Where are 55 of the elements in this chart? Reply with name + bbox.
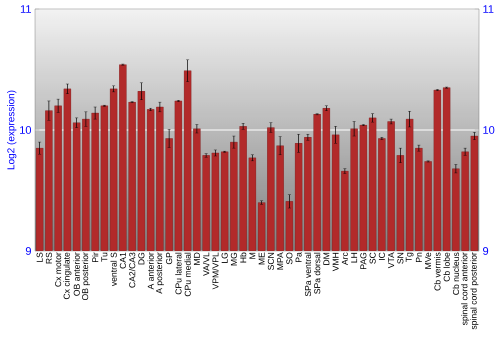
x-tick-label: MPA — [277, 252, 284, 270]
x-tick-label: LH — [351, 252, 358, 262]
y2-tick-label: 10 — [483, 126, 494, 134]
x-tick-label: VMH — [332, 252, 339, 272]
y-tick-label: 9 — [26, 247, 31, 255]
x-tick-label: CA1 — [120, 252, 126, 268]
y2-tick-label: 11 — [483, 5, 494, 13]
x-tick-label: ME — [258, 252, 265, 264]
x-tick-label: Cb vermis — [434, 252, 441, 290]
x-tick-label: Cb lobe — [443, 252, 450, 282]
y-tick-label: 11 — [20, 5, 31, 13]
x-tick-label: SN — [397, 252, 404, 264]
x-tick-label: Pn — [416, 252, 422, 262]
x-tick-label: Arc — [342, 252, 348, 266]
x-tick-label: OB posterior — [82, 252, 90, 300]
x-tick-label: spinal cord posterior — [470, 252, 478, 330]
x-tick-label: SO — [286, 252, 292, 264]
x-tick-label: VPM/VPL — [212, 252, 219, 290]
x-tick-label: ventral S — [110, 252, 117, 286]
x-tick-label: Tu — [101, 252, 108, 262]
x-tick-label: A posterior — [156, 252, 164, 294]
x-tick-label: RS — [46, 252, 52, 264]
x-tick-label: Cb nucleus — [452, 252, 460, 295]
x-tick-label: MVe — [425, 252, 432, 269]
x-tick-label: Hb — [240, 252, 246, 262]
y-axis-title: Log2 (expression) — [7, 90, 16, 170]
x-tick-label: MG — [230, 252, 237, 266]
x-tick-label: Pa — [296, 252, 302, 262]
x-tick-label: SPa ventral — [304, 252, 312, 296]
x-tick-label: CA2/CA3 — [128, 252, 136, 288]
x-tick-label: CPu medial — [184, 252, 191, 296]
x-tick-label: IC — [378, 252, 385, 260]
x-tick-label: SCN — [268, 252, 274, 270]
x-tick-label: SC — [370, 252, 376, 264]
x-tick-label: M — [249, 252, 256, 259]
x-tick-label: Cx cingulate — [63, 252, 72, 300]
x-tick-label: LG — [222, 252, 228, 263]
x-tick-label: spinal cord anterior — [461, 252, 470, 326]
x-tick-label: CPu lateral — [175, 252, 182, 294]
x-tick-label: VTA — [388, 252, 394, 268]
x-tick-label: A anterior — [147, 252, 154, 290]
x-tick-label: Cx motor — [55, 252, 62, 287]
x-tick-label: Pir — [92, 252, 98, 262]
x-tick-label: SPa dorsal — [314, 252, 320, 294]
x-tick-label: OB anterior — [73, 252, 80, 296]
x-tick-label: PAG — [360, 252, 366, 270]
y2-tick-label: 9 — [483, 247, 488, 255]
x-tick-label: DG — [138, 252, 144, 264]
x-tick-label: MD — [194, 252, 200, 265]
x-tick-label: DM — [323, 252, 330, 265]
x-tick-label: Tg — [406, 252, 414, 262]
x-tick-label: GP — [166, 252, 172, 264]
x-tick-label: LS — [36, 252, 43, 262]
y-tick-label: 10 — [20, 126, 32, 134]
x-tick-label: VA/VL — [202, 252, 210, 276]
